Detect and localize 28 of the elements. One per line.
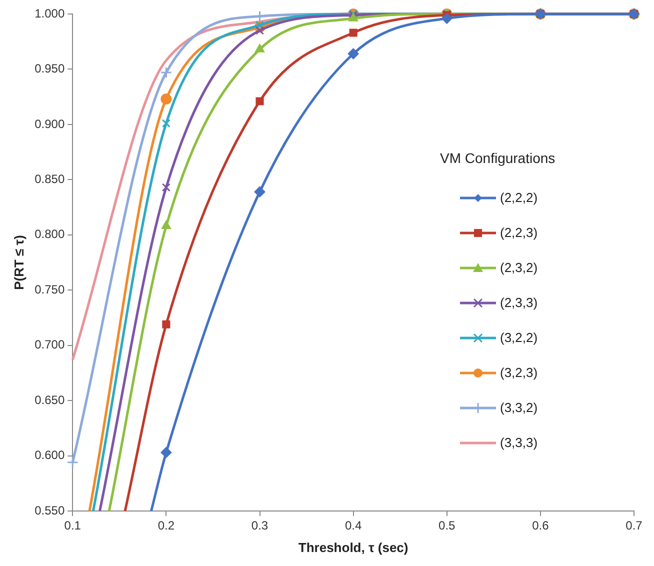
legend-label: (3,3,3) [500,435,538,450]
legend-label: (3,2,2) [500,330,538,345]
x-tick-label: 0.1 [64,518,82,533]
y-tick-label: 0.950 [34,62,65,76]
x-tick-label: 0.4 [344,518,362,533]
y-tick-label: 0.750 [34,282,65,296]
y-tick-label: 0.700 [34,338,65,352]
legend-label: (2,2,3) [500,225,538,240]
y-tick-label: 0.650 [34,392,65,407]
legend-title: VM Configurations [440,150,556,166]
y-tick-label: 0.550 [34,503,65,518]
y-tick-label: 0.900 [34,116,65,131]
y-tick-label: 1.000 [34,6,65,20]
x-tick-label: 0.6 [532,518,550,533]
x-tick-label: 0.2 [158,518,175,533]
x-tick-label: 0.7 [626,518,643,533]
legend-label: (2,3,3) [500,295,538,310]
y-tick-label: 0.600 [34,448,65,462]
legend-label: (2,3,2) [500,260,538,275]
x-axis-title: Threshold, τ (sec) [298,540,408,555]
y-tick-label: 0.800 [34,227,65,242]
legend-label: (3,2,3) [500,365,538,380]
y-tick-label: 0.850 [34,172,65,186]
x-tick-label: 0.3 [251,518,268,533]
legend-label: (2,2,2) [500,190,538,205]
y-axis-title: P(RT ≤ τ) [11,235,26,290]
legend-label: (3,3,2) [500,400,538,415]
x-tick-label: 0.5 [438,518,456,533]
